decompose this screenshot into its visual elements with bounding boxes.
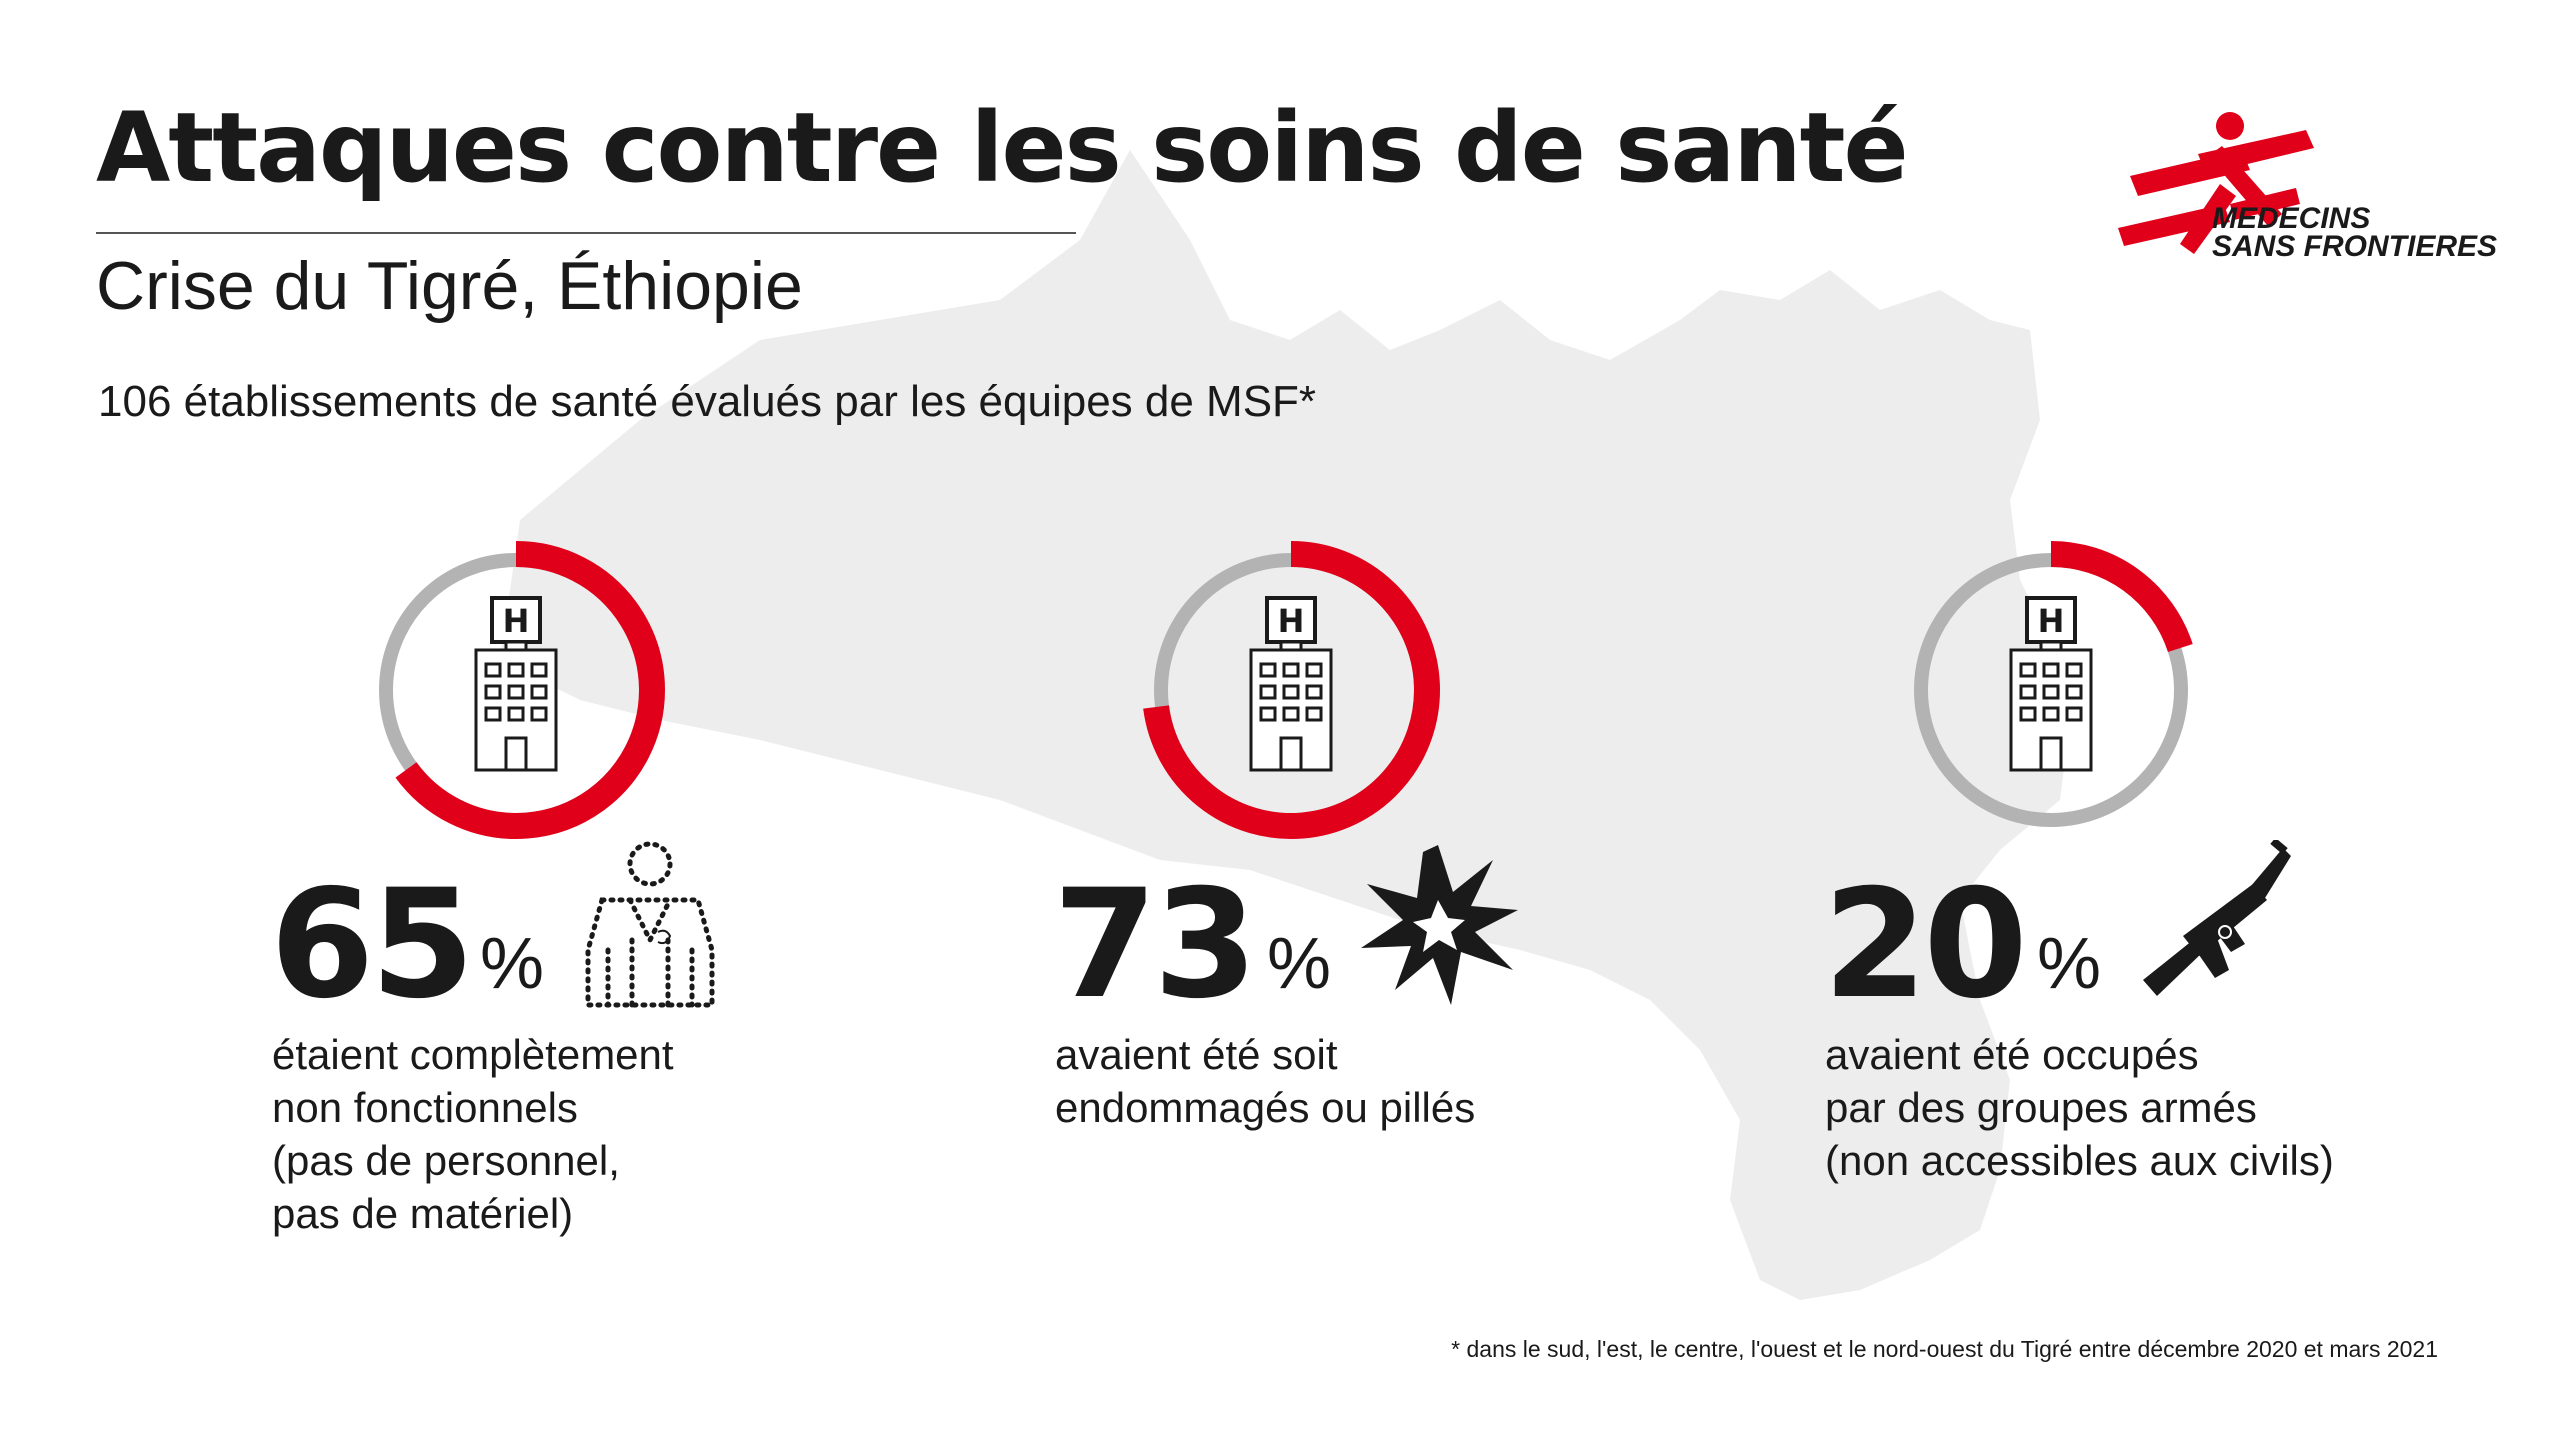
logo-text-line2: SANS FRONTIERES [2212,230,2498,263]
intro-text: 106 établissements de santé évalués par … [98,377,1317,426]
stat-card: H 20 % avaient été occupés par des group… [1823,540,2560,1260]
explosion-icon [1361,845,1518,1005]
title-divider [96,232,1076,234]
percent-sign: % [1267,924,1332,1004]
hospital-letter: H [2038,602,2065,640]
description-line: avaient été occupés [1825,1031,2199,1078]
description-line: étaient complètement [272,1031,674,1078]
hospital-building-icon: H [474,596,558,772]
percent-sign: % [2037,924,2102,1004]
stat-description: étaient complètement non fonctionnels (p… [272,1028,674,1240]
donut-chart: H [379,541,665,839]
donut-value-arc [395,541,665,839]
description-line: pas de matériel) [272,1190,574,1237]
stat-card: H 65 % étaient complètement non fonction… [270,540,1030,1260]
percentage-value: 73 [1053,858,1258,1032]
logo-text-line1: MEDECINS [2212,202,2371,235]
stat-description: avaient été occupés par des groupes armé… [1825,1028,2334,1187]
page-title: Attaques contre les soins de santé [96,92,1909,204]
stat-card: H 73 % avaient été soit endommagés ou pi… [1053,540,1813,1260]
donut-chart: H [1914,541,2193,827]
percentage-value: 65 [270,858,475,1032]
percentage-value: 20 [1823,858,2028,1032]
hospital-building-icon: H [1249,596,1333,772]
percent-sign: % [480,924,545,1004]
description-line: (pas de personnel, [272,1137,620,1184]
donut-chart: H [1143,541,1440,839]
footnote: * dans le sud, l'est, le centre, l'ouest… [1451,1336,2438,1362]
page-subtitle: Crise du Tigré, Éthiopie [96,248,803,324]
description-line: non fonctionnels [272,1084,578,1131]
health-worker-dotted-outline-icon [585,841,715,1008]
donut-value-arc [2050,541,2193,653]
hospital-letter: H [503,602,530,640]
hospital-building-icon: H [2009,596,2093,772]
msf-logo-icon [2118,112,2314,254]
donut-value-arc [1143,541,1440,839]
stat-description: avaient été soit endommagés ou pillés [1055,1028,1475,1134]
description-line: endommagés ou pillés [1055,1084,1476,1131]
hospital-letter: H [1278,602,1305,640]
description-line: par des groupes armés [1825,1084,2257,1131]
rifle-icon [2143,840,2291,996]
description-line: avaient été soit [1055,1031,1338,1078]
description-line: (non accessibles aux civils) [1825,1137,2334,1184]
